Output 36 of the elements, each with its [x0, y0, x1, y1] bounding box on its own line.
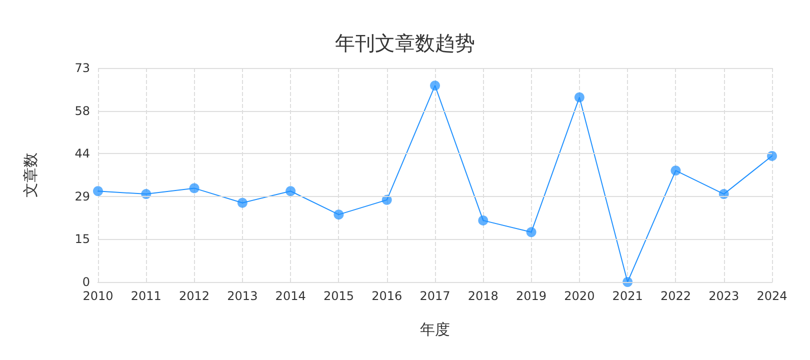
x-tick-label: 2010: [82, 289, 114, 303]
x-tick-label: 2022: [660, 289, 691, 303]
x-tick-label: 2015: [323, 289, 354, 303]
y-tick-label: 44: [74, 146, 90, 161]
x-tick-label: 2014: [275, 289, 306, 303]
point: [478, 215, 488, 226]
x-tick-label: 2012: [179, 289, 210, 303]
point: [334, 210, 344, 220]
point: [286, 186, 296, 196]
x-tick-label: 2023: [708, 289, 740, 303]
y-tick-label: 73: [74, 61, 90, 75]
point: [430, 80, 440, 91]
y-axis-title: 文章数: [22, 152, 40, 198]
chart-title: 年刊文章数趋势: [335, 31, 475, 55]
x-tick-label: 2017: [420, 289, 450, 303]
point: [526, 227, 536, 238]
x-tick-label: 2013: [227, 289, 258, 303]
x-tick-label: 2020: [564, 289, 595, 303]
y-tick-label: 0: [82, 275, 90, 289]
point: [574, 92, 584, 102]
x-tick-label: 2021: [612, 289, 643, 303]
x-tick-label: 2011: [130, 289, 162, 303]
y-tick-label: 15: [74, 232, 90, 246]
point: [189, 183, 200, 194]
y-tick-label: 29: [74, 189, 90, 204]
point: [93, 186, 103, 196]
x-tick-label: 2018: [468, 289, 498, 303]
x-tick-label: 2019: [516, 289, 547, 303]
point: [670, 166, 681, 176]
x-axis-title: 年度: [420, 320, 450, 338]
point: [237, 198, 248, 208]
x-tick-label: 2024: [756, 289, 788, 303]
point: [382, 194, 392, 205]
point: [767, 150, 777, 161]
x-tick-label: 2016: [372, 289, 402, 303]
y-tick-label: 58: [74, 104, 90, 118]
